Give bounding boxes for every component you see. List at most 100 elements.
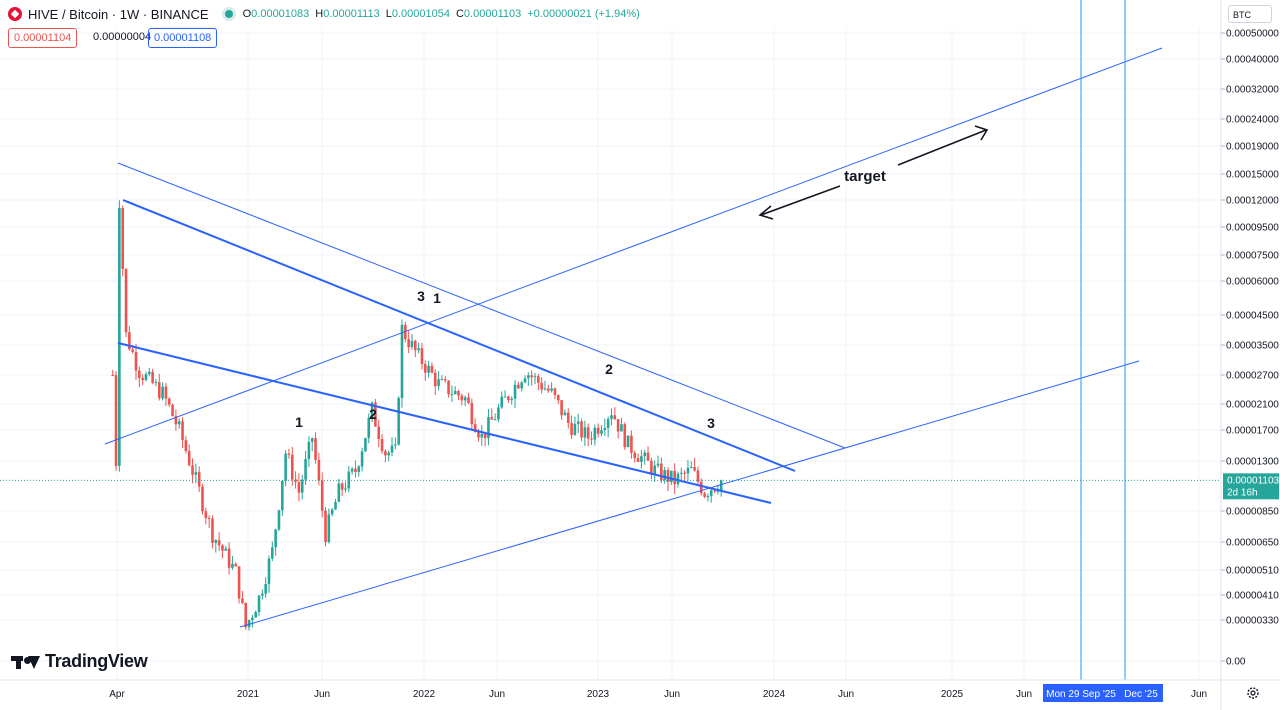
candle-up [390,437,394,457]
candle-body [616,419,620,432]
candle-up [706,493,710,502]
trend-drawings[interactable] [104,0,1163,680]
candle-body [217,540,221,546]
candle-body [686,467,690,474]
candle-down [646,446,650,461]
candle-body [294,479,297,482]
candle-body [327,514,331,543]
candle-up [493,413,497,421]
candle-up [304,450,307,485]
candle-body [157,382,161,399]
candle-body [706,496,710,498]
candle-body [357,466,361,472]
price-tick-label: 0.00000850 [1226,507,1279,518]
candle-up [357,464,361,477]
candle-down [374,398,377,427]
candle-body [324,510,327,543]
symbol-title[interactable]: HIVE / Bitcoin · 1W · BINANCE [28,6,209,22]
candle-body [237,566,241,599]
candle-up [148,367,151,377]
candle-body [653,465,656,475]
candle-body [340,483,344,490]
candle-down [134,343,138,380]
candle-body [397,398,400,445]
candle-body [570,423,573,435]
candle-down [586,423,590,447]
candle-down [556,394,560,404]
candle-body [543,388,547,390]
candle-body [656,463,660,466]
candle-down [197,466,201,493]
candle-body [234,563,238,567]
candle-up [231,556,234,570]
time-tick-label: 2023 [587,689,610,700]
price-tick-label: 0.00009500 [1226,223,1279,234]
candle-body [144,374,148,380]
candle-body [440,379,444,381]
candle-body [114,375,118,466]
candle-body [264,583,267,594]
candle-up [689,461,693,469]
candle-body [490,417,494,420]
candle-body [437,379,440,387]
candle-up [177,418,181,429]
price-tick-label: 0.00003500 [1226,341,1279,352]
candle-down [633,450,637,463]
candle-body [460,395,464,401]
candle-body [197,472,201,487]
candle-body [164,386,168,399]
candle-up [330,508,334,517]
candle-body [224,548,228,551]
candle-up [643,449,647,465]
candle-up [337,478,341,503]
arrow-head-icon [758,205,774,220]
tradingview-logo[interactable]: TradingView [11,651,148,672]
candle-down [553,387,557,400]
candle-up [247,619,251,631]
candle-body [630,435,633,453]
candle-body [626,435,630,448]
candle-body [334,501,337,510]
candle-body [433,372,437,387]
candle-up [510,396,514,405]
candle-body [138,370,141,379]
candle-body [553,388,557,396]
currency-button[interactable]: BTC [1228,5,1272,23]
candle-body [377,426,381,439]
candle-up [653,460,656,482]
candle-down [596,423,600,438]
candle-body [467,397,470,404]
candle-up [503,390,507,398]
settings-gear-icon[interactable] [1246,686,1260,700]
candle-down [121,205,124,277]
candle-body [520,382,523,389]
candle-down [191,458,194,484]
candle-up [550,382,553,393]
candle-body [713,490,716,492]
candle-body [719,480,723,491]
candle-body [646,452,650,461]
sell-price-button[interactable]: 0.00001104 [8,28,78,48]
candle-down [138,366,141,388]
buy-price-button[interactable]: 0.00001108 [148,28,218,48]
price-tick-label: 0.00000330 [1226,616,1279,627]
candle-up [400,319,404,408]
candle-body [540,382,543,390]
candle-body [453,391,457,395]
candle-body [287,453,291,455]
candle-up [463,395,467,407]
candle-down [433,369,437,395]
candle-body [134,352,138,371]
price-axis[interactable]: 0.00050000 0.00040000 0.00032000 0.00024000… [1220,0,1280,710]
candle-body [443,379,447,381]
candle-body [337,483,341,502]
candle-body [254,612,257,618]
candle-down [174,409,178,431]
candle-up [274,528,277,556]
candle-up [527,372,530,386]
time-axis[interactable]: Apr 2021 Jun 2022 Jun 2023 Jun 2024 Jun 2025 Jun Ju… [0,679,1280,702]
candle-down [460,393,464,406]
candle-body [387,452,390,456]
candle-up [583,420,587,446]
